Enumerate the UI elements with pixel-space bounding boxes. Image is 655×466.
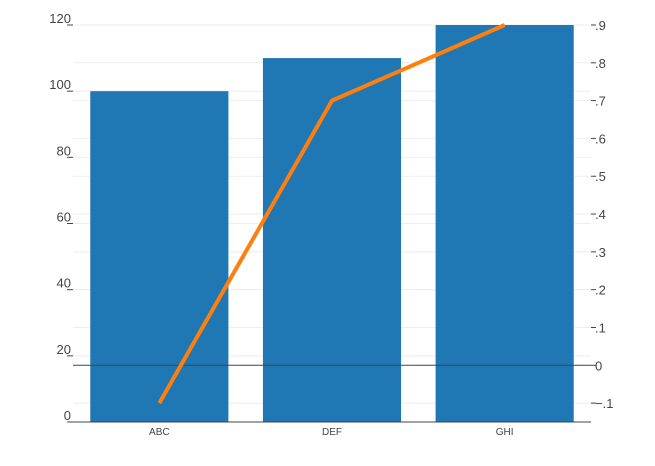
y2-tick-label: .5: [595, 169, 606, 184]
bar-ghi: [435, 25, 574, 422]
bar-series: [90, 25, 574, 423]
y2-tick-label: .7: [595, 94, 606, 109]
y2-tick-label: .3: [595, 245, 606, 260]
y-tick-label: 120: [49, 11, 71, 26]
y-tick-label: 40: [57, 276, 71, 291]
bar-def: [262, 58, 402, 422]
y2-tick-label: 0: [595, 358, 602, 373]
x-tick-label: ABC: [149, 427, 170, 438]
y-tick-label: 0: [64, 408, 71, 423]
line-series: [157, 23, 506, 405]
y2-tick-label: −.1: [595, 396, 613, 411]
y2-tick-label: .1: [595, 320, 606, 335]
bar-abc: [90, 91, 229, 423]
y-tick-label: 100: [49, 77, 71, 92]
y2-tick-label: .6: [595, 131, 606, 146]
y-tick-label: 20: [57, 342, 71, 357]
y2-tick-label: .4: [595, 207, 606, 222]
y-tick-label: 60: [57, 210, 71, 225]
axes: [67, 24, 596, 423]
x-tick-label: DEF: [322, 427, 342, 438]
tick-labels: 0 20 40 60 80 100 120 −.1 0 .1 .2 .3 .4 .5 .6 .7 .8 .9 ABC…: [49, 11, 613, 438]
y2-tick-label: .2: [595, 283, 606, 298]
x-tick-label: GHI: [496, 427, 514, 438]
y-tick-label: 80: [57, 143, 71, 158]
y2-tick-label: .8: [595, 56, 606, 71]
y2-tick-label: .9: [595, 18, 606, 33]
